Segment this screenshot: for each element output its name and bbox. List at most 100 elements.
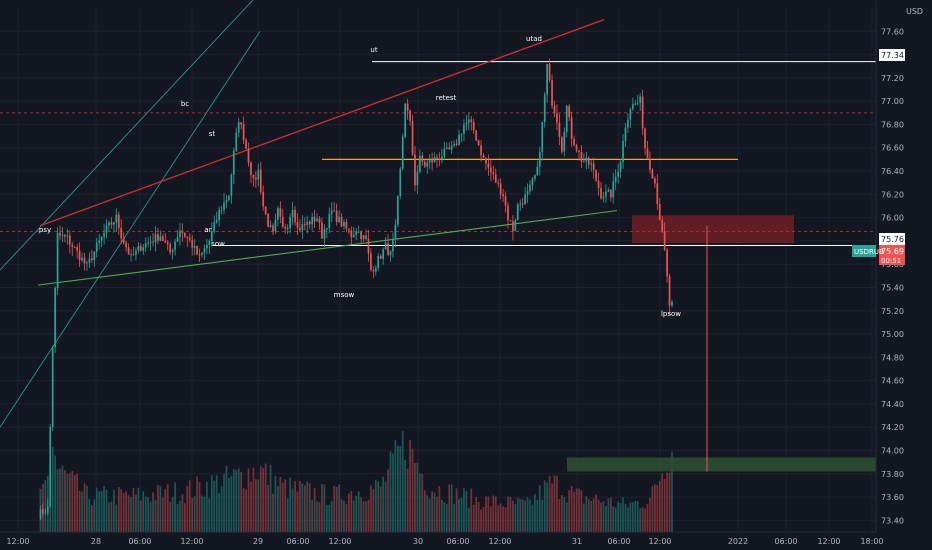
candle-body [548, 64, 551, 80]
candle-body [597, 180, 600, 188]
candle-body [392, 238, 394, 252]
time-axis[interactable] [0, 532, 932, 550]
candle-body [51, 347, 54, 427]
annotation-st: st [209, 130, 216, 138]
candle-body [445, 147, 448, 150]
volume-bar [171, 497, 174, 532]
annotation-retest: retest [436, 94, 457, 102]
volume-bar [514, 503, 517, 532]
candle-body [225, 200, 228, 203]
price-axis[interactable] [876, 0, 932, 532]
volume-bar [590, 500, 593, 532]
volume-bar [433, 492, 436, 532]
candle-body [490, 167, 492, 173]
time-tick: 06:00 [774, 537, 797, 546]
volume-bar [321, 484, 323, 532]
volume-bar [658, 480, 661, 532]
candle-body [203, 248, 206, 253]
candle-body [470, 119, 473, 123]
volume-bar [634, 500, 637, 532]
volume-bar [338, 484, 340, 532]
candle-body [237, 122, 240, 133]
support [37, 210, 618, 286]
volume-bar [438, 486, 441, 532]
candle-body [56, 232, 59, 289]
volume-bar [431, 491, 433, 532]
volume-bar [445, 503, 448, 532]
candle-body [387, 243, 389, 256]
candle-body [563, 131, 566, 152]
volume-bar [602, 500, 605, 532]
volume-bar [245, 489, 247, 532]
volume-bar [61, 465, 64, 532]
candle-body [188, 237, 191, 240]
candle-body [519, 203, 522, 205]
volume-bar [232, 469, 235, 532]
volume-bar [392, 453, 394, 532]
volume-bar [377, 481, 380, 532]
volume-bar [198, 482, 201, 532]
candle-body [95, 242, 98, 252]
volume-bar [568, 490, 571, 532]
annotation-utad: utad [526, 35, 542, 43]
volume-bar [592, 498, 595, 532]
annotation-bc: bc [181, 100, 189, 108]
candle-body [362, 235, 365, 240]
volume-bar [137, 487, 140, 532]
volume-bar [490, 506, 492, 532]
volume-bar [311, 499, 314, 532]
candle-body [303, 224, 306, 226]
volume-bar [538, 485, 541, 532]
volume-bar [649, 497, 651, 532]
volume-bar [357, 491, 360, 532]
volume-bar [228, 477, 230, 532]
candle-body [367, 239, 370, 254]
volume-bar [299, 480, 301, 532]
price-tick: 74.80 [881, 353, 904, 362]
volume-bar [279, 477, 282, 532]
candle-body [330, 210, 333, 214]
candle-body [230, 174, 233, 196]
volume-bar [335, 486, 338, 532]
candle-body [374, 267, 377, 272]
volume-bar [289, 477, 291, 532]
volume-bar [105, 489, 108, 532]
candle-body [529, 184, 531, 192]
candle-body [443, 149, 446, 157]
candle-body [291, 209, 294, 218]
candle-body [328, 213, 331, 229]
volume-bar [499, 503, 502, 532]
candle-body [546, 64, 549, 95]
candle-body [161, 236, 164, 241]
candle-body [509, 220, 512, 222]
symbol-tag: USDRUB [854, 248, 884, 256]
candle-body [264, 206, 267, 214]
candle-body [313, 216, 316, 222]
time-tick: 29 [253, 537, 263, 546]
volume-bar [169, 501, 172, 532]
time-ticks: 12:00 28 06:00 12:00 29 06:00 12:00 30 06:00 12:0… [6, 537, 883, 546]
volume-bar [507, 496, 509, 532]
candle-body [370, 253, 372, 271]
candle-body [436, 157, 438, 159]
candle-body [614, 176, 617, 182]
volume-bar [585, 496, 588, 532]
volume-bar [455, 488, 458, 532]
volume-bar [399, 445, 402, 532]
annotation-msow: msow [334, 291, 355, 299]
candle-body [448, 147, 451, 150]
candle-body [220, 209, 223, 211]
volume-bar [100, 490, 103, 532]
candle-body [259, 169, 262, 192]
candle-body [176, 237, 179, 242]
price-tick: 77.00 [881, 97, 904, 106]
volume-bar [215, 475, 218, 532]
candle-body [463, 124, 465, 134]
volume-bar [179, 500, 181, 532]
candle-body [357, 231, 360, 233]
candle-body [399, 168, 402, 196]
candle-body [286, 227, 289, 229]
volume-bar [624, 503, 627, 532]
